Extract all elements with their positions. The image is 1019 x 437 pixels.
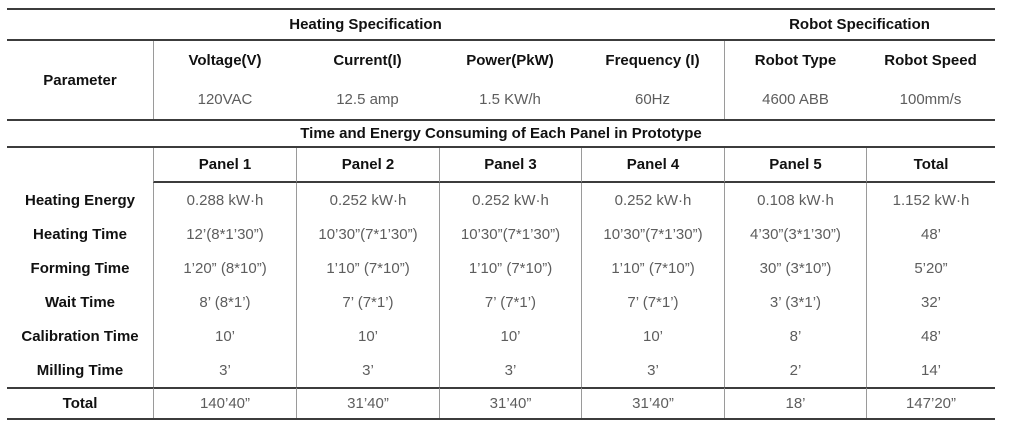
cell-milling-time-p1: 3’ — [153, 353, 296, 387]
panel-table-title: Time and Energy Consuming of Each Panel … — [7, 121, 995, 148]
cell-heating-time-p4: 10’30”(7*1’30”) — [581, 217, 724, 251]
cell-total-p1: 140’40” — [153, 387, 296, 418]
robot-spec-header: Robot Specification — [724, 10, 995, 41]
cell-heating-time-p1: 12’(8*1’30”) — [153, 217, 296, 251]
cell-wait-time-p5: 3’ (3*1’) — [724, 285, 866, 319]
cell-total-p3: 31’40” — [439, 387, 581, 418]
panel-col-header-4: Panel 4 — [581, 148, 724, 183]
cell-forming-time-p3: 1’10” (7*10”) — [439, 251, 581, 285]
cell-forming-time-p5: 30” (3*10”) — [724, 251, 866, 285]
spec-value-current: 12.5 amp — [336, 91, 399, 108]
parameter-label: Parameter — [43, 71, 117, 89]
row-label-total: Total — [7, 387, 153, 418]
panel-col-header-1: Panel 1 — [153, 148, 296, 183]
cell-heating-time-p5: 4’30”(3*1’30”) — [724, 217, 866, 251]
cell-calibration-time-p4: 10’ — [581, 319, 724, 353]
spec-col-header-voltage: Voltage(V) — [153, 41, 296, 80]
panel-col-header-total: Total — [866, 148, 995, 183]
spec-value-frequency: 60Hz — [634, 91, 671, 108]
cell-heating-energy-p2: 0.252 kW·h — [296, 183, 439, 217]
cell-milling-time-p3: 3’ — [439, 353, 581, 387]
cell-heating-energy-p4: 0.252 kW·h — [581, 183, 724, 217]
heating-spec-header: Heating Specification — [7, 10, 724, 41]
cell-heating-energy-p1: 0.288 kW·h — [153, 183, 296, 217]
cell-calibration-time-p3: 10’ — [439, 319, 581, 353]
cell-heating-energy-p5: 0.108 kW·h — [724, 183, 866, 217]
spec-col-header-current: Current(I) — [333, 52, 402, 69]
cell-wait-time-p4: 7’ (7*1’) — [581, 285, 724, 319]
cell-calibration-time-p1: 10’ — [153, 319, 296, 353]
row-label-milling-time: Milling Time — [36, 361, 124, 379]
cell-milling-time-p2: 3’ — [296, 353, 439, 387]
cell-heating-time-total: 48’ — [866, 217, 995, 251]
row-label-wait-time: Wait Time — [44, 293, 115, 311]
spec-value-power: 1.5 KW/h — [479, 91, 541, 108]
cell-calibration-time-p2: 10’ — [296, 319, 439, 353]
row-label-forming-time: Forming Time — [30, 259, 130, 277]
spec-table: Heating Specification Robot Specificatio… — [7, 8, 995, 121]
spec-col-header-power: Power(PkW) — [466, 52, 554, 69]
cell-wait-time-p2: 7’ (7*1’) — [296, 285, 439, 319]
spec-value-voltage: 120VAC — [153, 80, 296, 119]
cell-wait-time-p1: 8’ (8*1’) — [153, 285, 296, 319]
cell-milling-time-total: 14’ — [866, 353, 995, 387]
cell-milling-time-p4: 3’ — [581, 353, 724, 387]
cell-forming-time-total: 5’20” — [866, 251, 995, 285]
cell-total-p4: 31’40” — [581, 387, 724, 418]
cell-calibration-time-p5: 8’ — [724, 319, 866, 353]
cell-heating-time-p2: 10’30”(7*1’30”) — [296, 217, 439, 251]
row-label-heating-energy: Heating Energy — [24, 191, 136, 209]
cell-heating-time-p3: 10’30”(7*1’30”) — [439, 217, 581, 251]
cell-wait-time-total: 32’ — [866, 285, 995, 319]
spec-col-header-frequency: Frequency (I) — [605, 52, 700, 69]
cell-total-p2: 31’40” — [296, 387, 439, 418]
panel-col-header-3: Panel 3 — [439, 148, 581, 183]
spec-col-header-robot-type: Robot Type — [724, 41, 866, 80]
cell-heating-energy-p3: 0.252 kW·h — [439, 183, 581, 217]
cell-heating-energy-total: 1.152 kW·h — [866, 183, 995, 217]
cell-forming-time-p1: 1’20” (8*10”) — [153, 251, 296, 285]
cell-forming-time-p4: 1’10” (7*10”) — [581, 251, 724, 285]
spec-value-robot-type: 4600 ABB — [724, 80, 866, 119]
panel-col-header-2: Panel 2 — [296, 148, 439, 183]
row-label-calibration-time: Calibration Time — [21, 327, 139, 345]
cell-wait-time-p3: 7’ (7*1’) — [439, 285, 581, 319]
spec-col-header-robot-speed: Robot Speed — [884, 52, 977, 69]
tables-container: Heating Specification Robot Specificatio… — [7, 8, 995, 420]
cell-total-p5: 18’ — [724, 387, 866, 418]
panel-col-header-5: Panel 5 — [724, 148, 866, 183]
spec-value-robot-speed: 100mm/s — [899, 91, 962, 108]
cell-forming-time-p2: 1’10” (7*10”) — [296, 251, 439, 285]
cell-total-total: 147’20” — [866, 387, 995, 418]
cell-calibration-time-total: 48’ — [866, 319, 995, 353]
row-label-heating-time: Heating Time — [33, 225, 127, 243]
cell-milling-time-p5: 2’ — [724, 353, 866, 387]
panel-table: Panel 1 Panel 2 Panel 3 Panel 4 Panel 5 … — [7, 148, 995, 420]
panel-header-spacer — [7, 148, 153, 183]
